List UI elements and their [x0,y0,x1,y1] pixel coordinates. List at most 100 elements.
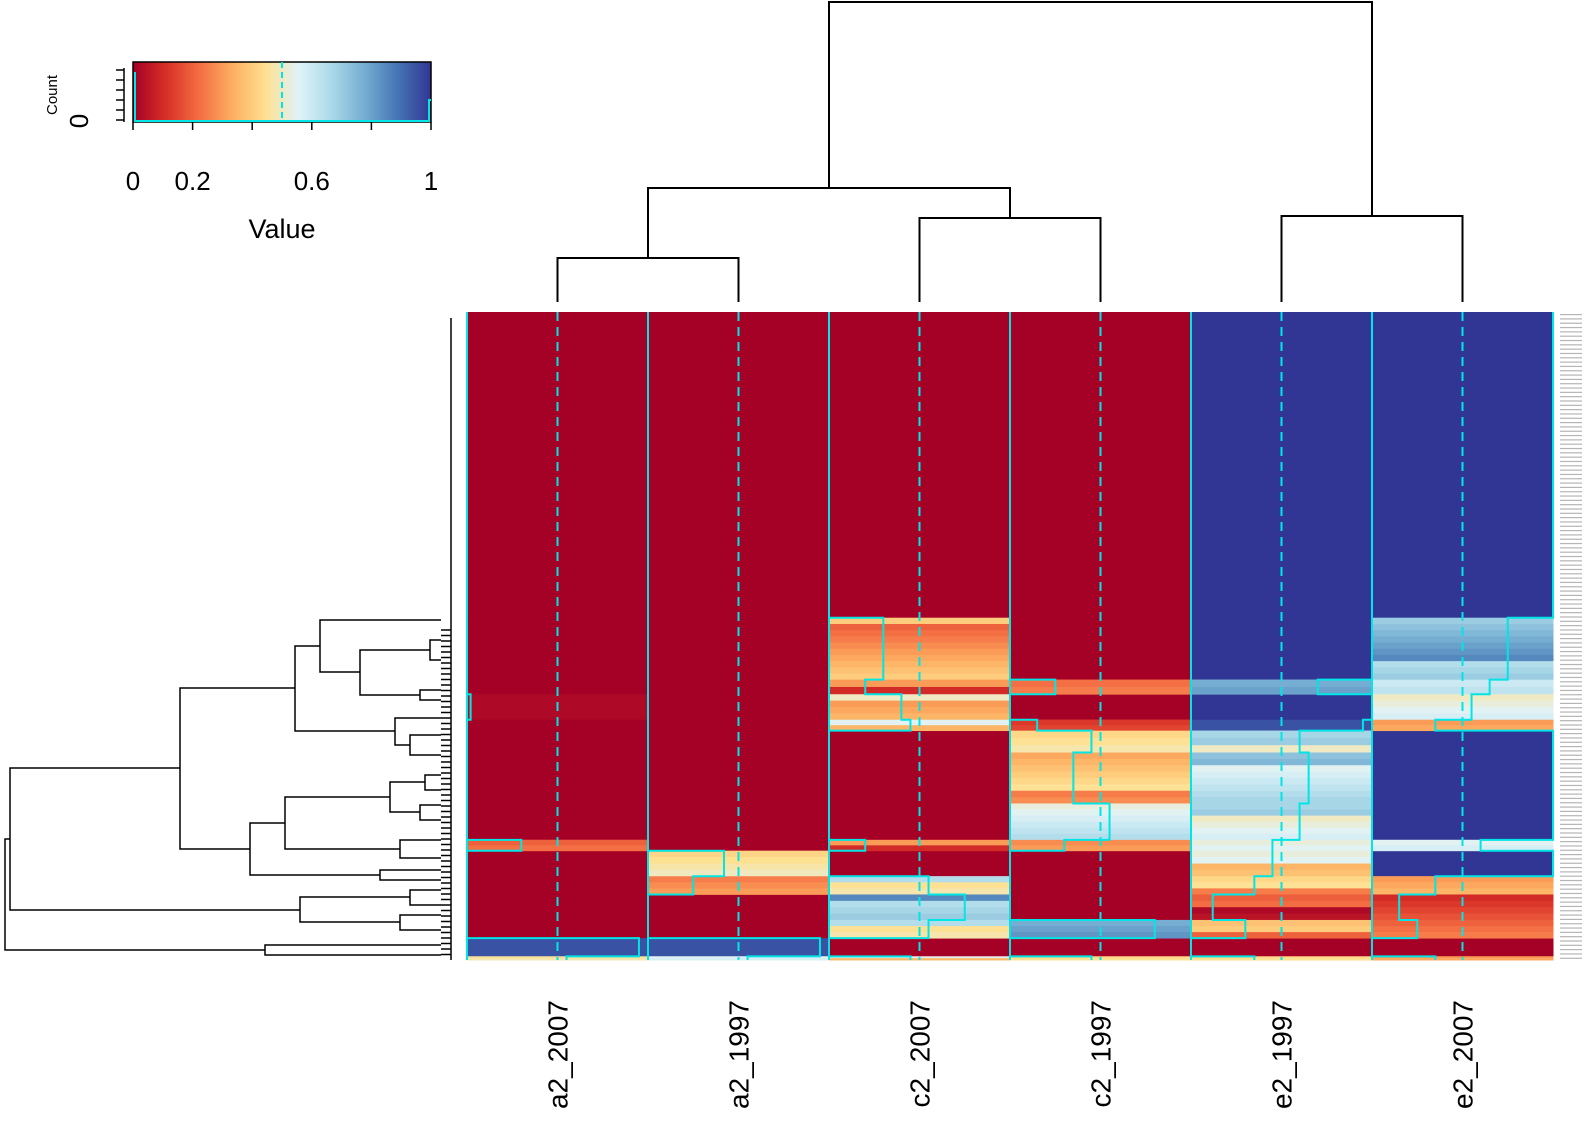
heatmap-cell-row [829,667,1011,674]
row-label-mark [1560,823,1582,825]
row-label-mark [1560,936,1582,938]
row-label-mark [1560,508,1582,510]
row-label-mark [1560,383,1582,385]
row-label-mark [1560,318,1582,320]
row-label-mark [1560,819,1582,821]
heatmap-cell-row [467,845,649,852]
row-label-mark [1560,357,1582,359]
row-label-mark [1560,331,1582,333]
row-label-mark [1560,854,1582,856]
row-label-mark [1560,927,1582,929]
row-label-mark [1560,629,1582,631]
color-key-ylabel: Count [44,74,61,115]
row-dendrogram [4,318,452,960]
heatmap-cell-row [648,863,830,871]
row-label-mark [1560,361,1582,363]
row-label-mark [1560,888,1582,890]
row-label-mark [1560,530,1582,532]
row-label-mark [1560,733,1582,735]
heatmap-cell-row [829,694,1011,702]
row-label-mark [1560,577,1582,579]
row-label-mark [1560,676,1582,679]
row-label-mark [1560,685,1582,687]
row-label-mark [1560,953,1582,955]
row-label-mark [1560,914,1582,916]
heatmap-cell-row [1191,876,1373,883]
heatmap-cell-row [829,876,1011,883]
trace-lines [466,312,1554,960]
heatmap-cell-row [1191,919,1373,927]
row-label-mark [1560,439,1582,441]
heatmap-cell-row [1372,907,1554,914]
heatmap-cell-row [829,636,1011,643]
row-label-mark [1560,378,1582,380]
row-label-mark [1560,391,1582,393]
row-label-mark [1560,586,1582,588]
heatmap-cell-row [1372,636,1554,643]
column-label: c2_2007 [905,1000,936,1107]
heatmap-cell-row [1372,876,1554,883]
row-label-mark [1560,918,1582,920]
row-label-mark [1560,663,1582,666]
row-label-mark [1560,650,1582,653]
row-label-mark [1560,884,1582,886]
row-label-mark [1560,521,1582,523]
row-label-mark [1560,802,1582,804]
heatmap-cell-row [1372,725,1554,732]
color-key-title: Value [248,214,315,244]
column-labels: a2_2007 a2_1997 c2_2007 c2_1997 e2_1997 e2_20… [543,1000,1479,1109]
heatmap-cell-row [1191,784,1373,792]
row-label-mark [1560,447,1582,450]
row-label-mark [1560,780,1582,782]
row-label-mark [1560,646,1582,648]
heatmap-cell-row [829,648,1011,656]
row-dendro-link [4,838,265,951]
row-label-mark [1560,456,1582,458]
heatmap-cell-row [829,845,1011,852]
color-key-tick-label: 1 [424,166,438,196]
row-label-mark [1560,642,1582,644]
row-label-mark [1560,525,1582,527]
row-label-mark [1560,897,1582,899]
row-label-mark [1560,815,1582,817]
row-label-mark [1560,841,1582,843]
heatmap-cell-row [1372,667,1554,674]
heatmap-cell [648,730,830,753]
row-label-mark [1560,599,1582,601]
row-label-mark [1560,728,1582,730]
heatmap-cell-row [1010,725,1192,732]
row-label-mark [1560,694,1582,696]
row-label-mark [1560,849,1582,851]
row-label-mark [1560,473,1582,476]
col-dendro-link [556,257,740,302]
row-dendro-link [419,804,441,821]
row-label-mark [1560,871,1582,873]
heatmap-cell-row [829,725,1011,732]
row-label-mark [1560,538,1582,540]
row-label-mark [1560,326,1582,329]
row-dendro-link [419,689,441,701]
heatmap-cell-row [1010,737,1192,746]
row-label-mark [1560,374,1582,376]
row-label-mark [1560,344,1582,346]
color-key: 0 0.2 0.6 1 Count 0 Value [44,61,438,244]
column-label: a2_2007 [543,1000,574,1109]
row-dendro-link [179,687,295,850]
row-label-mark [1560,581,1582,584]
row-label-mark [1560,426,1582,428]
heatmap-cell-row [1372,888,1554,895]
row-label-mark [1560,443,1582,445]
row-label-mark [1560,542,1582,545]
heatmap-cell-row [1010,919,1192,927]
row-label-mark [1560,434,1582,437]
row-label-mark [1560,339,1582,342]
row-label-mark [1560,901,1582,903]
row-dendro-link [9,767,300,911]
row-label-mark [1560,845,1582,847]
color-key-tick-label: 0 [126,166,140,196]
color-key-histogram [116,62,431,122]
row-label-mark [1560,689,1582,692]
row-label-mark [1560,612,1582,614]
heatmap-cell-row [1010,845,1192,852]
row-dendro-link [429,639,441,661]
